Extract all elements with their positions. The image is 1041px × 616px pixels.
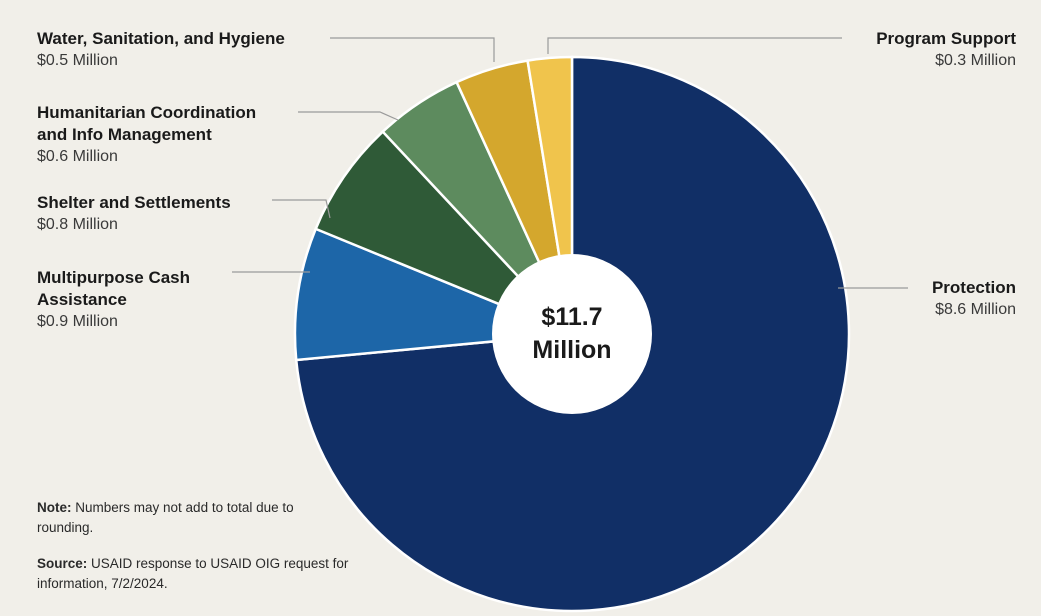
slice-name: Water, Sanitation, and Hygiene <box>37 29 285 48</box>
label-program-support: Program Support $0.3 Million <box>760 28 1016 72</box>
slice-name: Program Support <box>876 29 1016 48</box>
leader-line-humanitarian-coordination <box>298 111 399 121</box>
slice-value: $0.8 Million <box>37 216 118 233</box>
label-wash: Water, Sanitation, and Hygiene $0.5 Mill… <box>37 28 357 72</box>
slice-name: Humanitarian Coordination and Info Manag… <box>37 103 257 144</box>
pie-slice-shelter <box>314 129 573 336</box>
slice-name: Multipurpose Cash Assistance <box>37 268 191 309</box>
slice-value: $0.3 Million <box>935 52 1016 69</box>
source-body: USAID response to USAID OIG request for … <box>37 556 349 591</box>
note-body: Numbers may not add to total due to roun… <box>37 500 294 535</box>
label-humanitarian-coordination: Humanitarian Coordination and Info Manag… <box>37 102 337 168</box>
donut-center-hole <box>492 254 652 414</box>
slice-value: $0.5 Million <box>37 52 118 69</box>
note-label: Note: <box>37 500 72 515</box>
leader-line-program-support <box>547 37 842 54</box>
center-total-label: $11.7 Million <box>532 303 612 364</box>
slice-value: $0.9 Million <box>37 313 118 330</box>
source-text: Source: USAID response to USAID OIG requ… <box>37 554 417 594</box>
slice-value: $0.6 Million <box>37 148 118 165</box>
note-text: Note: Numbers may not add to total due t… <box>37 498 297 538</box>
slice-name: Protection <box>931 278 1016 297</box>
label-shelter: Shelter and Settlements $0.8 Million <box>37 192 337 236</box>
slice-name: Shelter and Settlements <box>37 193 231 212</box>
leader-line-shelter <box>272 199 331 219</box>
label-multipurpose-cash: Multipurpose Cash Assistance $0.9 Millio… <box>37 267 297 333</box>
label-protection: Protection $8.6 Million <box>760 277 1016 321</box>
slice-value: $8.6 Million <box>935 301 1016 318</box>
leader-line-wash <box>330 37 495 62</box>
source-label: Source: <box>37 556 88 571</box>
